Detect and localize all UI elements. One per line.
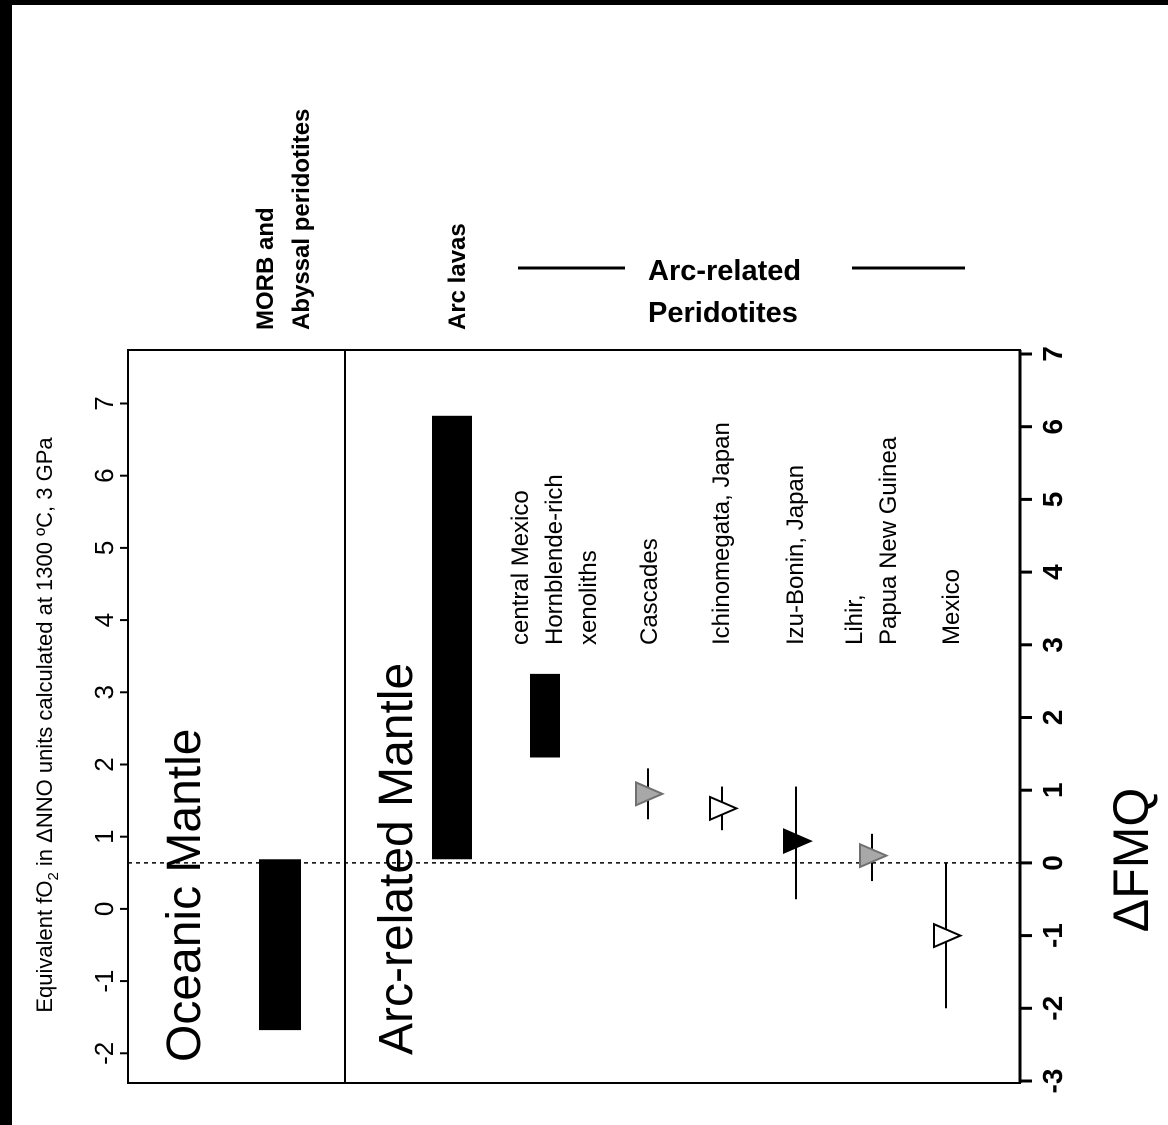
right-axis-tick-label: 3	[1037, 637, 1068, 653]
peridotites-header-line2: Peridotites	[648, 297, 798, 329]
left-axis-tick-label: 5	[89, 541, 119, 555]
right-axis-tick-label: 2	[1037, 710, 1068, 726]
right-axis-tick-label: 7	[1037, 346, 1068, 362]
entry-label-line: Hornblende-rich	[541, 474, 568, 645]
left-axis-tick-label: 2	[89, 757, 119, 771]
data-marker-triangle	[859, 842, 889, 869]
right-axis-tick-label: 5	[1037, 492, 1068, 508]
entry-label-line: Papua New Guinea	[875, 436, 902, 645]
arc-lavas-range-bar	[432, 415, 472, 860]
data-marker-triangle	[783, 828, 813, 855]
entry-label-line: Cascades	[636, 538, 663, 645]
chart: -2 -1 0 1 2 3 4 5 6 7 Equivalent fO2 in ΔNNO units…	[32, 109, 1159, 1094]
right-axis-tick-label: 4	[1037, 564, 1068, 580]
xenolith-range-bar	[530, 673, 560, 758]
left-axis-title: Equivalent fO2 in ΔNNO units calculated …	[32, 437, 62, 1013]
right-axis-tick-label: 0	[1037, 855, 1068, 871]
left-axis-tick-label: 1	[89, 829, 119, 843]
data-marker-triangle	[635, 780, 665, 807]
left-axis-tick-label: 4	[89, 613, 119, 627]
entry-label-line: Lihir,	[841, 594, 868, 645]
arc-mantle-label: Arc-related Mantle	[370, 663, 423, 1055]
entry-label-line: Izu-Bonin, Japan	[782, 465, 809, 645]
data-marker-triangle	[933, 922, 963, 949]
oceanic-header-line: Abyssal peridotites	[288, 109, 315, 330]
right-axis-title: ΔFMQ	[1103, 788, 1159, 932]
entry-label-line: Mexico	[938, 569, 965, 645]
left-axis-tick-label: 6	[89, 468, 119, 482]
entry-label-line: central Mexico	[507, 490, 534, 645]
left-axis-tick-label: 0	[89, 902, 119, 916]
data-marker-triangle	[709, 795, 739, 822]
peridotites-header-line1: Arc-related	[648, 255, 801, 287]
oceanic-header-line: MORB and	[252, 207, 279, 330]
right-axis-tick-label: -1	[1037, 923, 1068, 948]
right-axis-tick-label: -2	[1037, 996, 1068, 1021]
right-axis-tick-label: 6	[1037, 419, 1068, 435]
oceanic-mantle-label: Oceanic Mantle	[158, 729, 211, 1063]
morb-abyssal-range-bar	[259, 859, 301, 1031]
arc-lavas-header: Arc lavas	[444, 223, 471, 330]
entry-label-line: Ichinomegata, Japan	[708, 422, 735, 645]
right-axis-tick-label: 1	[1037, 782, 1068, 798]
right-axis-tick-label: -3	[1037, 1069, 1068, 1094]
entry-label-line: xenoliths	[575, 550, 602, 645]
left-axis-tick-label: 3	[89, 685, 119, 699]
left-axis-tick-label: 7	[89, 396, 119, 410]
left-axis-tick-label: -1	[89, 970, 119, 993]
left-axis-tick-label: -2	[89, 1042, 119, 1065]
